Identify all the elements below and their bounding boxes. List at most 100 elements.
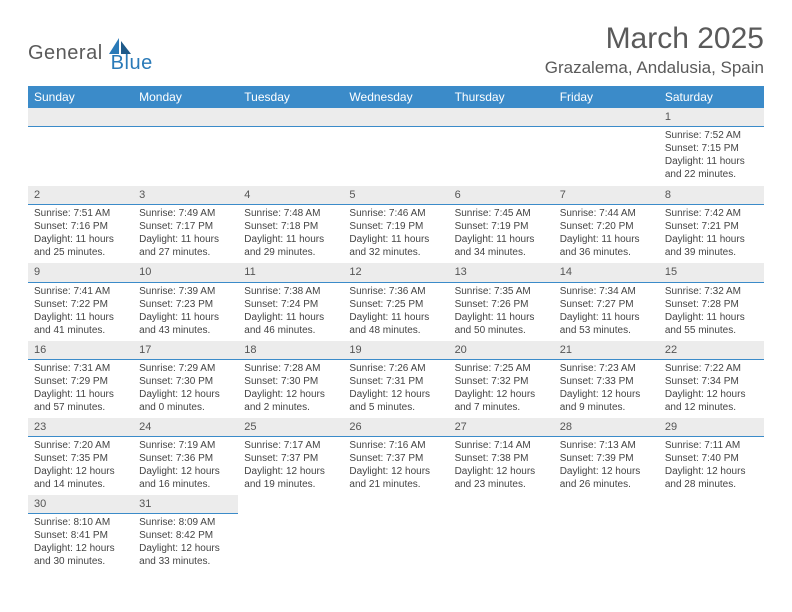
daylight-text-2: and 27 minutes. xyxy=(139,246,232,259)
calendar-day-cell: 13Sunrise: 7:35 AMSunset: 7:26 PMDayligh… xyxy=(449,263,554,340)
daylight-text-2: and 57 minutes. xyxy=(34,401,127,414)
day-content: Sunrise: 7:16 AMSunset: 7:37 PMDaylight:… xyxy=(343,437,448,495)
sunrise-text: Sunrise: 7:25 AM xyxy=(455,362,548,375)
weekday-header: Monday xyxy=(133,86,238,108)
day-number: 17 xyxy=(133,341,238,360)
day-number: 21 xyxy=(554,341,659,360)
calendar-day-cell: 21Sunrise: 7:23 AMSunset: 7:33 PMDayligh… xyxy=(554,341,659,418)
sunrise-text: Sunrise: 7:51 AM xyxy=(34,207,127,220)
calendar-day-cell: 18Sunrise: 7:28 AMSunset: 7:30 PMDayligh… xyxy=(238,341,343,418)
calendar-day-cell: 6Sunrise: 7:45 AMSunset: 7:19 PMDaylight… xyxy=(449,186,554,263)
day-content: Sunrise: 7:35 AMSunset: 7:26 PMDaylight:… xyxy=(449,283,554,341)
day-number: 29 xyxy=(659,418,764,437)
day-content: Sunrise: 7:29 AMSunset: 7:30 PMDaylight:… xyxy=(133,360,238,418)
day-number: 10 xyxy=(133,263,238,282)
empty-day-strip xyxy=(449,108,554,127)
brand-text-blue: Blue xyxy=(111,52,153,75)
sunset-text: Sunset: 7:33 PM xyxy=(560,375,653,388)
sunrise-text: Sunrise: 7:23 AM xyxy=(560,362,653,375)
sunrise-text: Sunrise: 7:38 AM xyxy=(244,285,337,298)
calendar-day-cell: 31Sunrise: 8:09 AMSunset: 8:42 PMDayligh… xyxy=(133,495,238,572)
sunrise-text: Sunrise: 7:31 AM xyxy=(34,362,127,375)
calendar-day-cell: 5Sunrise: 7:46 AMSunset: 7:19 PMDaylight… xyxy=(343,186,448,263)
daylight-text-2: and 32 minutes. xyxy=(349,246,442,259)
calendar-week-row: 2Sunrise: 7:51 AMSunset: 7:16 PMDaylight… xyxy=(28,186,764,263)
sunset-text: Sunset: 7:20 PM xyxy=(560,220,653,233)
calendar-day-cell: 30Sunrise: 8:10 AMSunset: 8:41 PMDayligh… xyxy=(28,495,133,572)
sunset-text: Sunset: 7:21 PM xyxy=(665,220,758,233)
daylight-text-1: Daylight: 12 hours xyxy=(34,542,127,555)
day-number: 26 xyxy=(343,418,448,437)
day-content: Sunrise: 7:31 AMSunset: 7:29 PMDaylight:… xyxy=(28,360,133,418)
calendar-day-cell: 14Sunrise: 7:34 AMSunset: 7:27 PMDayligh… xyxy=(554,263,659,340)
calendar-day-cell xyxy=(449,495,554,572)
sunset-text: Sunset: 8:41 PM xyxy=(34,529,127,542)
sunset-text: Sunset: 7:29 PM xyxy=(34,375,127,388)
daylight-text-1: Daylight: 11 hours xyxy=(244,233,337,246)
daylight-text-1: Daylight: 11 hours xyxy=(244,311,337,324)
sunrise-text: Sunrise: 7:45 AM xyxy=(455,207,548,220)
calendar-week-row: 23Sunrise: 7:20 AMSunset: 7:35 PMDayligh… xyxy=(28,418,764,495)
calendar-day-cell: 25Sunrise: 7:17 AMSunset: 7:37 PMDayligh… xyxy=(238,418,343,495)
sunset-text: Sunset: 8:42 PM xyxy=(139,529,232,542)
location-text: Grazalema, Andalusia, Spain xyxy=(545,58,764,78)
day-number: 31 xyxy=(133,495,238,514)
sunset-text: Sunset: 7:34 PM xyxy=(665,375,758,388)
calendar-day-cell: 12Sunrise: 7:36 AMSunset: 7:25 PMDayligh… xyxy=(343,263,448,340)
calendar-day-cell xyxy=(28,108,133,186)
sunrise-text: Sunrise: 8:10 AM xyxy=(34,516,127,529)
weekday-header: Thursday xyxy=(449,86,554,108)
calendar-day-cell: 3Sunrise: 7:49 AMSunset: 7:17 PMDaylight… xyxy=(133,186,238,263)
weekday-header-row: Sunday Monday Tuesday Wednesday Thursday… xyxy=(28,86,764,108)
calendar-day-cell xyxy=(133,108,238,186)
day-content: Sunrise: 7:25 AMSunset: 7:32 PMDaylight:… xyxy=(449,360,554,418)
sunset-text: Sunset: 7:37 PM xyxy=(244,452,337,465)
day-content: Sunrise: 7:38 AMSunset: 7:24 PMDaylight:… xyxy=(238,283,343,341)
sunrise-text: Sunrise: 7:52 AM xyxy=(665,129,758,142)
sunset-text: Sunset: 7:16 PM xyxy=(34,220,127,233)
weekday-header: Saturday xyxy=(659,86,764,108)
day-content: Sunrise: 7:28 AMSunset: 7:30 PMDaylight:… xyxy=(238,360,343,418)
calendar-day-cell: 16Sunrise: 7:31 AMSunset: 7:29 PMDayligh… xyxy=(28,341,133,418)
sunset-text: Sunset: 7:30 PM xyxy=(139,375,232,388)
sunset-text: Sunset: 7:18 PM xyxy=(244,220,337,233)
day-number: 30 xyxy=(28,495,133,514)
daylight-text-1: Daylight: 12 hours xyxy=(455,465,548,478)
day-content: Sunrise: 7:11 AMSunset: 7:40 PMDaylight:… xyxy=(659,437,764,495)
daylight-text-1: Daylight: 11 hours xyxy=(560,311,653,324)
daylight-text-2: and 48 minutes. xyxy=(349,324,442,337)
calendar-day-cell: 7Sunrise: 7:44 AMSunset: 7:20 PMDaylight… xyxy=(554,186,659,263)
day-number: 11 xyxy=(238,263,343,282)
day-content: Sunrise: 7:17 AMSunset: 7:37 PMDaylight:… xyxy=(238,437,343,495)
sunset-text: Sunset: 7:24 PM xyxy=(244,298,337,311)
sunrise-text: Sunrise: 7:17 AM xyxy=(244,439,337,452)
header: General Blue March 2025 Grazalema, Andal… xyxy=(28,22,764,78)
daylight-text-1: Daylight: 11 hours xyxy=(34,311,127,324)
daylight-text-2: and 22 minutes. xyxy=(665,168,758,181)
sunrise-text: Sunrise: 7:39 AM xyxy=(139,285,232,298)
day-content: Sunrise: 7:39 AMSunset: 7:23 PMDaylight:… xyxy=(133,283,238,341)
daylight-text-1: Daylight: 11 hours xyxy=(139,233,232,246)
day-content: Sunrise: 7:14 AMSunset: 7:38 PMDaylight:… xyxy=(449,437,554,495)
day-number: 27 xyxy=(449,418,554,437)
daylight-text-2: and 2 minutes. xyxy=(244,401,337,414)
day-number: 8 xyxy=(659,186,764,205)
sunrise-text: Sunrise: 7:14 AM xyxy=(455,439,548,452)
day-number: 4 xyxy=(238,186,343,205)
weekday-header: Tuesday xyxy=(238,86,343,108)
daylight-text-2: and 21 minutes. xyxy=(349,478,442,491)
day-content: Sunrise: 8:10 AMSunset: 8:41 PMDaylight:… xyxy=(28,514,133,572)
sunset-text: Sunset: 7:27 PM xyxy=(560,298,653,311)
daylight-text-1: Daylight: 11 hours xyxy=(665,311,758,324)
day-number: 5 xyxy=(343,186,448,205)
daylight-text-1: Daylight: 12 hours xyxy=(560,465,653,478)
day-number: 3 xyxy=(133,186,238,205)
empty-day-strip xyxy=(28,108,133,127)
empty-day-strip xyxy=(343,108,448,127)
daylight-text-1: Daylight: 12 hours xyxy=(455,388,548,401)
day-content: Sunrise: 7:41 AMSunset: 7:22 PMDaylight:… xyxy=(28,283,133,341)
month-title: March 2025 xyxy=(545,22,764,56)
calendar-day-cell: 29Sunrise: 7:11 AMSunset: 7:40 PMDayligh… xyxy=(659,418,764,495)
empty-day-strip xyxy=(238,108,343,127)
sunset-text: Sunset: 7:40 PM xyxy=(665,452,758,465)
